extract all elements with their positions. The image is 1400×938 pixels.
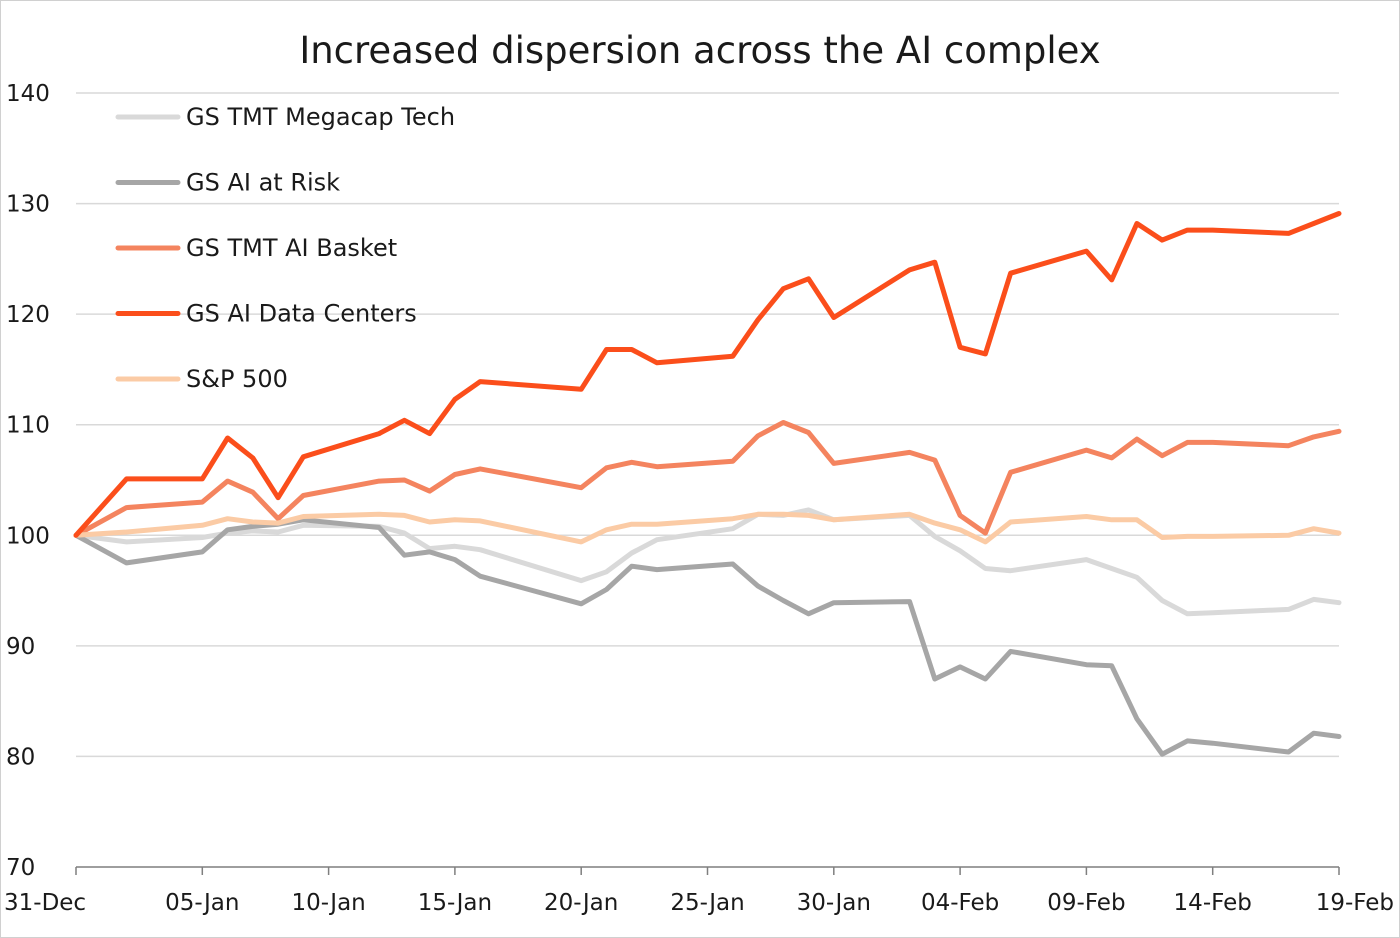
x-tick-label: 14-Feb [1174, 890, 1252, 916]
x-tick-label: 30-Jan [797, 890, 871, 916]
y-tick-label: 70 [6, 855, 35, 881]
y-tick-label: 80 [6, 744, 35, 770]
axes: 70 80 90 100 110 120 130 140 31-Dec 05-Jan 10-Jan 1… [4, 81, 1394, 916]
y-tick-label: 120 [6, 302, 50, 328]
y-tick-label: 100 [6, 523, 50, 549]
series-lines [73, 211, 1342, 757]
gridlines [76, 92, 1339, 758]
legend-label: GS TMT Megacap Tech [186, 103, 455, 131]
y-tick-label: 130 [6, 192, 50, 218]
series-line-gs-tmt-ai-basket [73, 420, 1342, 538]
legend-label: GS AI at Risk [186, 169, 340, 197]
series-line-s-p-500 [73, 511, 1342, 545]
legend-label: S&P 500 [186, 365, 288, 393]
legend-label: GS AI Data Centers [186, 300, 417, 328]
legend: GS TMT Megacap Tech GS AI at Risk GS TMT A… [115, 103, 455, 393]
series-line-gs-ai-at-risk [73, 517, 1342, 757]
y-tick-label: 90 [6, 634, 35, 660]
y-tick-label: 140 [6, 81, 50, 107]
chart-title: Increased dispersion across the AI compl… [299, 29, 1100, 72]
x-tick-label: 19-Feb [1316, 890, 1394, 916]
x-tick-label: 09-Feb [1047, 890, 1125, 916]
y-tick-label: 110 [6, 413, 50, 439]
x-tick-label: 25-Jan [670, 890, 744, 916]
x-tick-label: 20-Jan [544, 890, 618, 916]
x-tick-label: 15-Jan [418, 890, 492, 916]
x-tick-label: 10-Jan [291, 890, 365, 916]
x-tick-label: 05-Jan [165, 890, 239, 916]
legend-label: GS TMT AI Basket [186, 234, 397, 262]
x-tick-label: 04-Feb [921, 890, 999, 916]
series-line-gs-ai-data-centers [73, 211, 1342, 538]
x-tick-label: 31-Dec [4, 890, 86, 916]
